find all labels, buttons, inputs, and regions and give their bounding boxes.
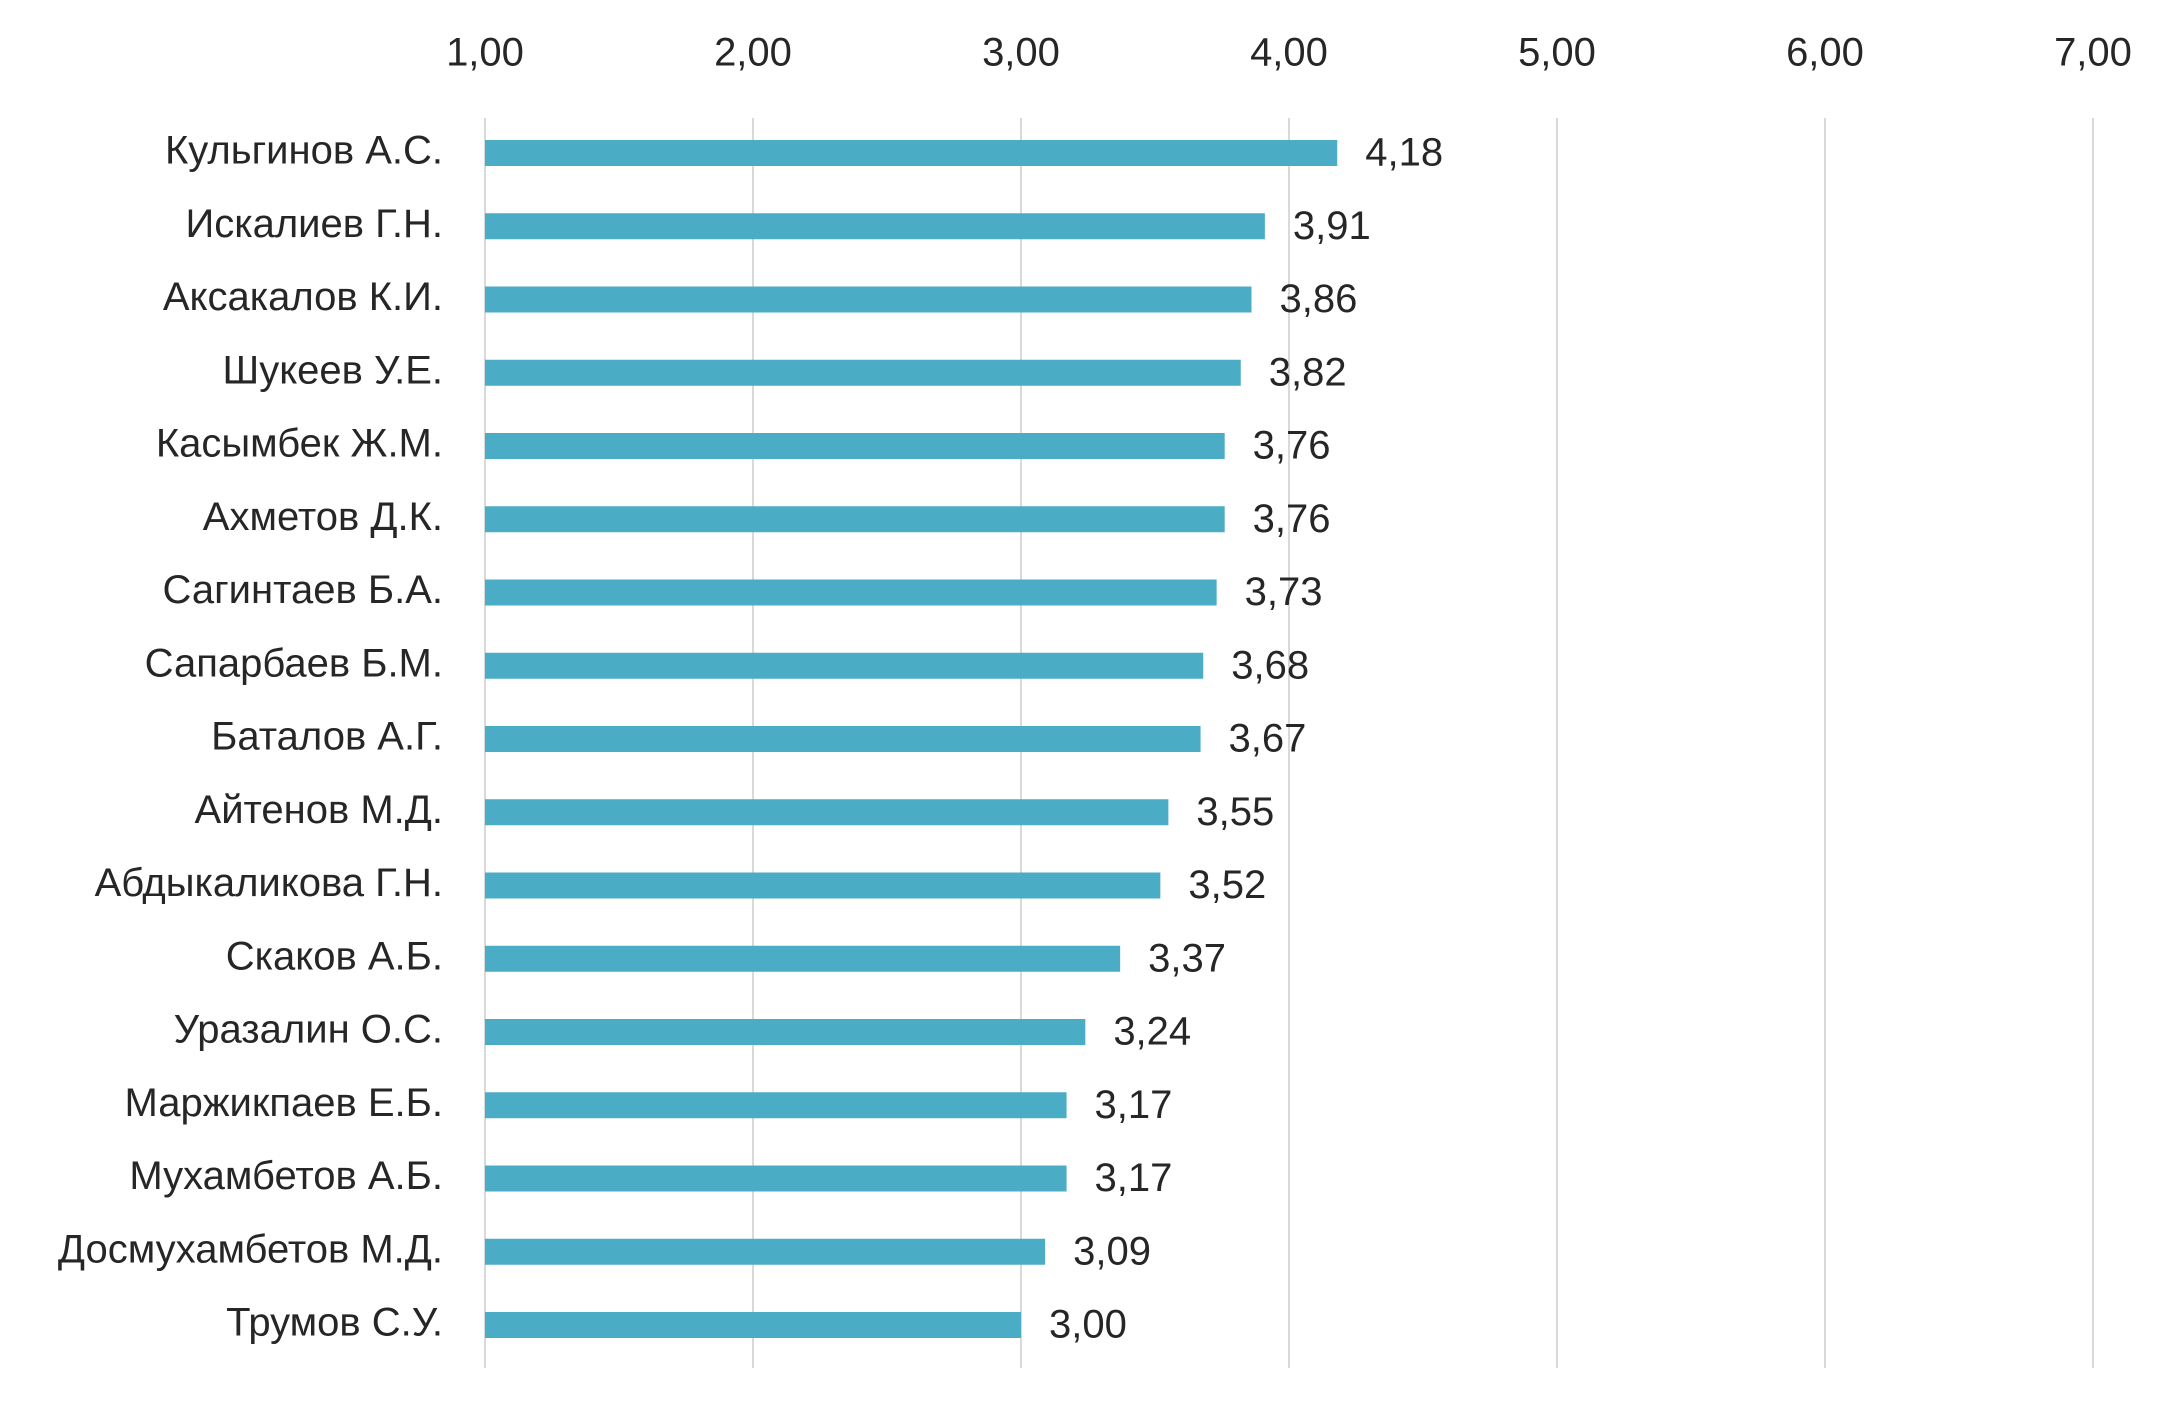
data-label: 3,24 bbox=[1113, 1010, 1191, 1054]
data-label: 3,17 bbox=[1095, 1156, 1173, 1200]
x-tick-label: 1,00 bbox=[446, 31, 524, 75]
data-label: 3,82 bbox=[1269, 350, 1347, 394]
bar bbox=[485, 1019, 1086, 1045]
data-label: 3,86 bbox=[1279, 277, 1357, 321]
data-label: 3,55 bbox=[1196, 790, 1274, 834]
data-label: 3,67 bbox=[1229, 717, 1307, 761]
bar bbox=[485, 1092, 1067, 1119]
category-label: Касымбек Ж.М. bbox=[156, 422, 443, 466]
bar bbox=[485, 945, 1121, 972]
category-label: Искалиев Г.Н. bbox=[185, 202, 443, 246]
data-label: 3,09 bbox=[1073, 1229, 1151, 1273]
data-label: 3,91 bbox=[1293, 204, 1371, 248]
bar bbox=[485, 506, 1225, 533]
bar bbox=[485, 872, 1161, 899]
category-label: Маржикпаев Е.Б. bbox=[124, 1081, 443, 1125]
category-label: Кульгинов А.С. bbox=[165, 129, 443, 173]
bar bbox=[485, 1238, 1046, 1265]
bar bbox=[485, 1165, 1067, 1192]
x-axis-ticks: 1,00 2,00 3,00 4,00 5,00 6,00 7,00 bbox=[446, 31, 2132, 75]
category-label: Шукеев У.Е. bbox=[223, 348, 443, 392]
category-label: Айтенов М.Д. bbox=[195, 788, 443, 832]
data-labels: 4,18 3,91 3,86 3,82 3,76 3,76 3,73 3,68 3,67 3,55… bbox=[1049, 131, 1443, 1347]
category-labels: Кульгинов А.С. Искалиев Г.Н. Аксакалов К.И… bbox=[58, 129, 443, 1345]
data-label: 4,18 bbox=[1365, 131, 1443, 175]
category-label: Досмухамбетов М.Д. bbox=[58, 1227, 443, 1271]
category-label: Сапарбаев Б.М. bbox=[145, 641, 443, 685]
category-label: Баталов А.Г. bbox=[211, 715, 443, 759]
bar bbox=[485, 359, 1241, 386]
data-label: 3,17 bbox=[1095, 1083, 1173, 1127]
category-label: Уразалин О.С. bbox=[174, 1008, 443, 1052]
category-label: Трумов С.У. bbox=[226, 1301, 443, 1345]
x-tick-label: 4,00 bbox=[1250, 31, 1328, 75]
data-label: 3,76 bbox=[1253, 497, 1331, 541]
bar bbox=[485, 286, 1252, 313]
category-label: Ахметов Д.К. bbox=[203, 495, 443, 539]
bar bbox=[485, 140, 1338, 166]
bar bbox=[485, 213, 1265, 240]
data-label: 3,37 bbox=[1148, 936, 1226, 980]
x-tick-label: 5,00 bbox=[1518, 31, 1596, 75]
x-tick-label: 2,00 bbox=[714, 31, 792, 75]
bar bbox=[485, 579, 1217, 606]
category-label: Мухамбетов А.Б. bbox=[129, 1154, 443, 1198]
data-label: 3,52 bbox=[1188, 863, 1266, 907]
data-label: 3,76 bbox=[1253, 424, 1331, 468]
bar bbox=[485, 1312, 1021, 1338]
category-label: Абдыкаликова Г.Н. bbox=[95, 861, 443, 905]
bar bbox=[485, 652, 1204, 679]
x-tick-label: 7,00 bbox=[2054, 31, 2132, 75]
x-tick-label: 3,00 bbox=[982, 31, 1060, 75]
category-label: Сагинтаев Б.А. bbox=[163, 568, 444, 612]
bar bbox=[485, 433, 1225, 459]
category-label: Аксакалов К.И. bbox=[163, 275, 443, 319]
data-label: 3,00 bbox=[1049, 1303, 1127, 1347]
category-label: Скаков А.Б. bbox=[226, 934, 443, 978]
x-tick-label: 6,00 bbox=[1786, 31, 1864, 75]
bar bbox=[485, 799, 1169, 826]
bars bbox=[485, 140, 1338, 1338]
bar bbox=[485, 726, 1201, 752]
data-label: 3,73 bbox=[1245, 570, 1323, 614]
data-label: 3,68 bbox=[1231, 643, 1309, 687]
